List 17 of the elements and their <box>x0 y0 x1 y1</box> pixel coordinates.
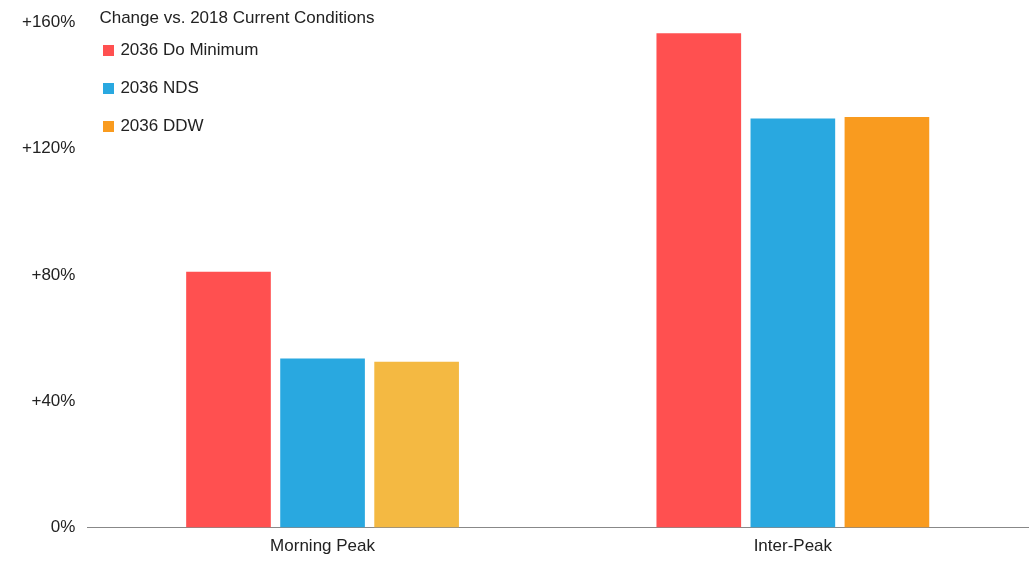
bar <box>280 358 365 528</box>
bar <box>844 116 930 528</box>
legend-label: 2036 DDW <box>120 116 204 137</box>
legend-label: 2036 Do Minimum <box>120 40 259 61</box>
bar <box>374 361 459 528</box>
legend-label: 2036 NDS <box>120 78 199 99</box>
bar <box>186 271 271 528</box>
x-tick-label: Morning Peak <box>270 536 376 556</box>
bar <box>656 33 742 528</box>
legend-title: Change vs. 2018 Current Conditions <box>99 8 375 29</box>
bar <box>750 118 836 528</box>
y-tick-label: +40% <box>31 390 76 410</box>
y-tick-label: 0% <box>50 517 76 537</box>
y-tick-label: +80% <box>31 264 76 284</box>
y-tick-label: +120% <box>21 138 76 158</box>
x-tick-label: Inter-Peak <box>753 536 833 556</box>
y-tick-label: +160% <box>21 11 76 31</box>
